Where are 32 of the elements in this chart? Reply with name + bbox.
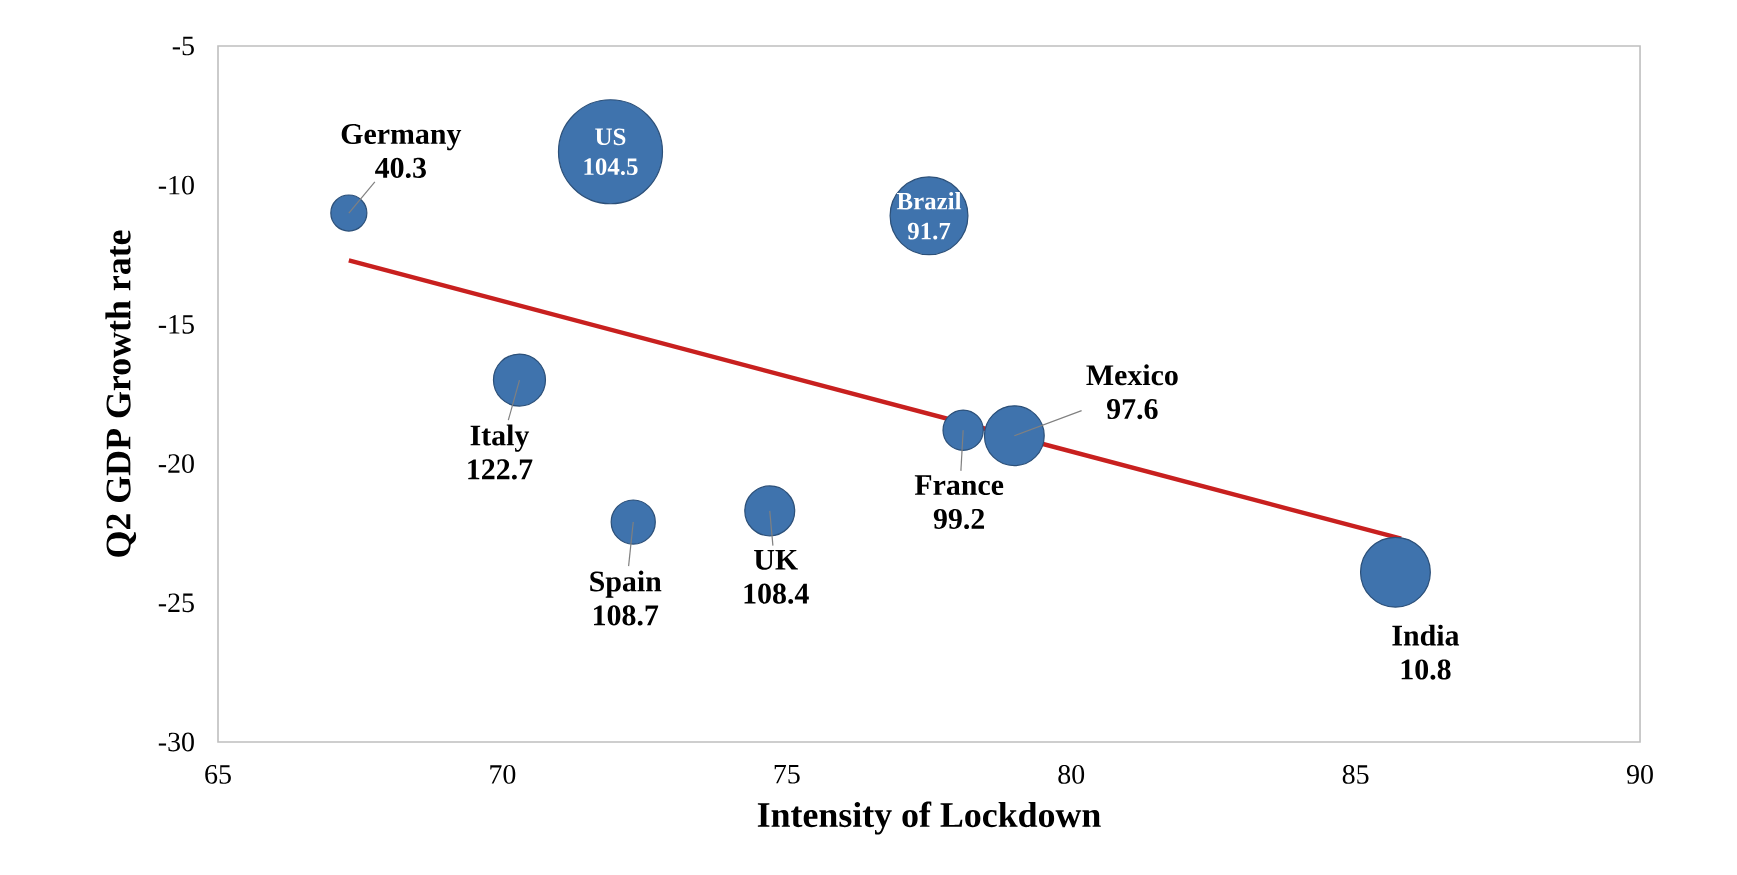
annotation: 91.7 [907,222,951,240]
y-axis-title: Q2 GDP Growth rate [105,230,137,557]
y-tick-label: -15 [158,315,194,334]
y-tick-label: -10 [158,175,194,195]
text: Mexico [1086,364,1178,386]
annotation: 108.4 [744,583,809,604]
y-tick-label: -20 [158,454,194,473]
x-tick-label: 80 [1058,765,1085,784]
annotation: 104.5 [584,158,638,176]
annotation: 122.7 [468,459,533,480]
series-label: Italy [470,424,530,452]
x-tick-label: 85 [1342,765,1369,784]
y-tick-label: -5 [172,36,194,56]
series-label: India [1392,624,1460,646]
series-label: Brazil [896,192,962,210]
annotation: 108.7 [594,605,659,626]
x-tick-label: 65 [205,765,231,784]
annotation: 97.6 [1107,399,1158,420]
annotation: 10.8 [1401,659,1451,680]
x-tick-label: 75 [774,765,800,784]
annotation: 99.2 [933,508,985,530]
x-tick-label: 70 [490,765,516,784]
series-label: France [914,475,1004,496]
x-tick-label: 90 [1626,765,1653,784]
y-tick-label: -30 [158,732,194,752]
x-axis-title: Intensity of Lockdown [757,801,1101,835]
y-tick-label: -25 [158,593,194,613]
series-label: US [595,128,626,146]
series-label: Germany [341,123,462,151]
annotation: 40.3 [375,157,426,179]
series-label: Spain [590,570,662,598]
series-label: UK [754,549,798,570]
